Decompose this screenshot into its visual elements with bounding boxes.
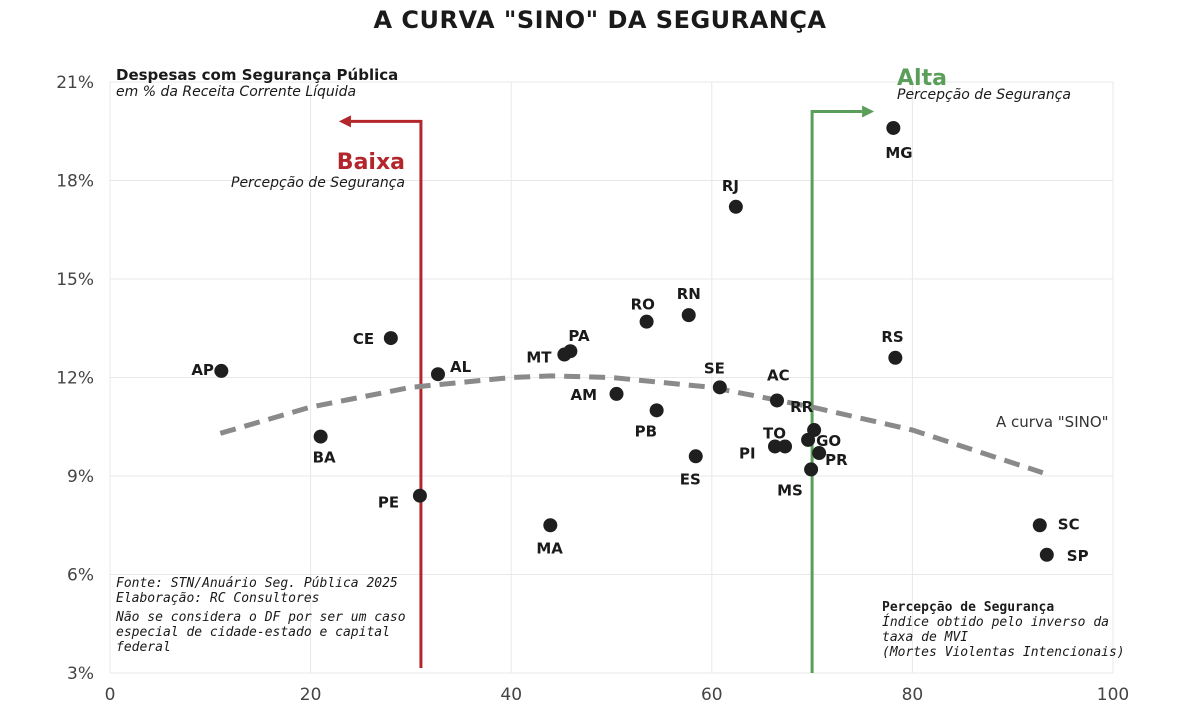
x-tick-label: 100 <box>1097 685 1129 705</box>
point-label: RJ <box>722 177 739 195</box>
point-label: RN <box>677 285 701 303</box>
point-label: AC <box>767 366 790 384</box>
high-perception-line <box>810 110 863 673</box>
y-tick-label: 15% <box>56 270 94 290</box>
author-text: Elaboração: RC Consultores <box>116 591 320 606</box>
source-note: Fonte: STN/Anuário Seg. Pública 2025 Ela… <box>116 576 406 655</box>
x-axis-sublabel-2: taxa de MVI <box>882 630 969 645</box>
low-label: Baixa <box>336 150 405 175</box>
caveat-line-3: federal <box>116 640 171 655</box>
point-label: AP <box>191 361 214 379</box>
source-text: Fonte: STN/Anuário Seg. Pública 2025 <box>116 576 398 591</box>
point-label: AM <box>571 386 598 404</box>
low-perception-annotation: Baixa Percepção de Segurança <box>231 150 405 191</box>
data-point <box>214 363 229 378</box>
x-axis-label: Percepção de Segurança <box>882 600 1055 615</box>
point-label: RO <box>631 296 655 314</box>
data-point <box>688 449 703 464</box>
data-point <box>1039 547 1054 562</box>
data-point <box>769 393 784 408</box>
x-tick-label: 20 <box>300 685 322 705</box>
high-sublabel: Percepção de Segurança <box>897 87 1071 103</box>
point-label: MS <box>777 481 803 499</box>
data-point <box>801 432 816 447</box>
y-tick-label: 9% <box>67 467 94 487</box>
data-point <box>543 518 558 533</box>
data-point <box>778 439 793 454</box>
y-tick-label: 18% <box>56 172 94 192</box>
data-point <box>1032 518 1047 533</box>
low-arrow-head <box>338 115 351 128</box>
data-point <box>681 308 696 323</box>
data-point <box>609 386 624 401</box>
high-label: Alta <box>897 66 947 91</box>
point-label: PA <box>568 327 590 345</box>
high-perception-annotation: Alta Percepção de Segurança <box>897 66 1071 103</box>
data-point <box>649 403 664 418</box>
data-point <box>563 344 578 359</box>
y-axis-sublabel: em % da Receita Corrente Líquida <box>116 84 357 100</box>
point-label: GO <box>816 432 841 450</box>
x-tick-label: 80 <box>902 685 924 705</box>
data-point <box>888 350 903 365</box>
point-label: MT <box>526 349 552 367</box>
point-label: RR <box>790 398 814 416</box>
point-label: PI <box>739 444 756 462</box>
y-tick-label: 21% <box>56 73 94 93</box>
data-point <box>728 199 743 214</box>
x-axis-sublabel-3: (Mortes Violentas Intencionais) <box>882 645 1125 660</box>
point-label: SC <box>1058 515 1080 533</box>
caveat-line-1: Não se considera o DF por ser um caso <box>116 610 406 625</box>
bell-curve <box>219 373 1044 476</box>
point-label: RS <box>881 328 903 346</box>
y-tick-label: 3% <box>67 664 94 684</box>
data-point <box>430 367 445 382</box>
data-point <box>383 331 398 346</box>
point-label: MA <box>536 539 563 557</box>
low-sublabel: Percepção de Segurança <box>231 175 405 191</box>
data-point <box>812 446 827 461</box>
point-label: SE <box>704 359 725 377</box>
data-point <box>412 488 427 503</box>
point-label: PR <box>825 451 848 469</box>
point-label: PE <box>378 494 399 512</box>
data-point <box>804 462 819 477</box>
data-point <box>639 314 654 329</box>
point-label: SP <box>1067 547 1089 565</box>
x-tick-label: 0 <box>105 685 116 705</box>
curve-label: A curva "SINO" <box>996 413 1109 431</box>
y-tick-label: 12% <box>56 369 94 389</box>
y-axis-title: Despesas com Segurança Pública em % da R… <box>116 66 398 100</box>
x-axis-title: Percepção de Segurança Índice obtido pel… <box>882 600 1125 660</box>
point-label: CE <box>353 330 374 348</box>
x-tick-label: 60 <box>701 685 723 705</box>
data-point <box>712 380 727 395</box>
point-label: ES <box>680 470 701 488</box>
caveat-line-2: especial de cidade-estado e capital <box>116 625 390 640</box>
point-label: BA <box>313 449 336 467</box>
x-tick-label: 40 <box>500 685 522 705</box>
point-label: AL <box>450 358 472 376</box>
data-point <box>313 429 328 444</box>
y-axis-label: Despesas com Segurança Pública <box>116 66 399 84</box>
y-tick-label: 6% <box>67 566 94 586</box>
point-label: PB <box>635 422 657 440</box>
low-perception-line <box>350 119 423 668</box>
point-label: MG <box>885 144 912 162</box>
data-point <box>767 439 782 454</box>
point-label: TO <box>763 424 786 442</box>
chart-title: A CURVA "SINO" DA SEGURANÇA <box>373 6 827 34</box>
data-point <box>886 120 901 135</box>
high-arrow-head <box>862 105 875 118</box>
x-axis-sublabel-1: Índice obtido pelo inverso da <box>882 615 1109 630</box>
